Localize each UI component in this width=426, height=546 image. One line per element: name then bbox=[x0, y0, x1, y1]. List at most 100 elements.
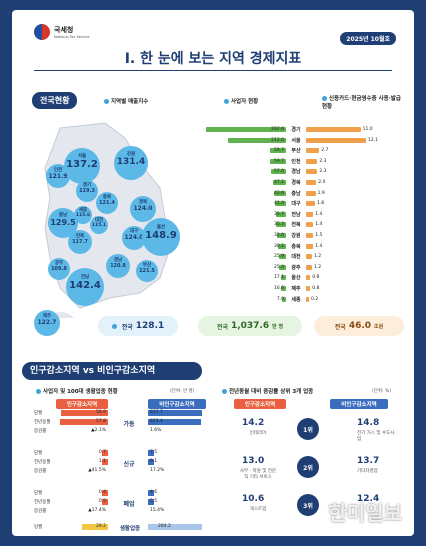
declining-value: 57.8 bbox=[95, 419, 106, 424]
row-key: 전년동월 bbox=[34, 500, 51, 505]
business-value: 47.2 bbox=[273, 180, 284, 185]
card-bar bbox=[306, 243, 314, 249]
business-bar-wrap: 35.7 bbox=[198, 211, 286, 217]
card-bar bbox=[306, 158, 318, 164]
region-name: 경남 bbox=[291, 169, 301, 176]
map-region-incheon: 인천 121.9 bbox=[46, 164, 70, 188]
row-key: 전년동월 bbox=[34, 420, 51, 425]
card-bar-wrap: 1.4 bbox=[306, 243, 396, 249]
comparison-subtitle-1: 사업자 및 100대 생활업종 현황 bbox=[36, 387, 118, 395]
agency-emblem-icon bbox=[34, 24, 50, 40]
non-declining-value: 823.4 bbox=[150, 419, 163, 424]
card-value: 1.5 bbox=[315, 233, 323, 238]
card-bar-wrap: 1.5 bbox=[306, 233, 396, 238]
card-bar bbox=[306, 275, 311, 281]
business-value: 212.6 bbox=[271, 137, 284, 143]
business-bar-wrap: 292.6 bbox=[198, 127, 286, 132]
row-key: 증감률 bbox=[34, 509, 47, 514]
region-row: 32.0 강원 1.5 bbox=[198, 232, 408, 239]
region-name: 대구 bbox=[291, 201, 301, 208]
business-bar bbox=[274, 190, 286, 196]
row-key: 증감률 bbox=[34, 469, 47, 474]
card-bar bbox=[306, 286, 311, 291]
map-region-gwangju: 광주 109.8 bbox=[48, 258, 70, 280]
agency-name: 국세청 bbox=[54, 26, 74, 34]
business-value: 30.2 bbox=[273, 243, 284, 249]
card-bar bbox=[306, 222, 314, 228]
region-name: 대전 bbox=[291, 254, 301, 261]
card-bar-wrap: 0.2 bbox=[306, 296, 396, 302]
national-business-total: 전국 1,037.6 만 명 bbox=[198, 316, 302, 336]
business-value: 35.3 bbox=[273, 222, 284, 228]
map-region-ulsan: 울산 148.9 bbox=[142, 218, 180, 256]
card-bar-wrap: 1.4 bbox=[306, 211, 396, 217]
non-declining-rank-value: 13.7 bbox=[357, 456, 380, 466]
map-region-gangwon: 강원 131.4 bbox=[114, 146, 148, 180]
business-bar bbox=[277, 233, 286, 238]
business-value: 25.9 bbox=[273, 254, 284, 260]
row-key: 당월 bbox=[34, 411, 43, 416]
card-bar-wrap: 2.3 bbox=[306, 169, 396, 175]
declining-value: 0.4 bbox=[98, 490, 106, 495]
map-region-busan: 부산 121.5 bbox=[136, 260, 158, 282]
region-name: 전남 bbox=[291, 211, 301, 218]
non-declining-value: 15.4% bbox=[150, 508, 165, 513]
non-declining-bar bbox=[148, 450, 154, 456]
region-row: 16.6 제주 0.8 bbox=[198, 285, 408, 292]
card-bar-wrap: 2.3 bbox=[306, 158, 396, 164]
business-bar bbox=[273, 180, 286, 185]
non-declining-bar bbox=[148, 499, 154, 505]
card-bar-wrap: 0.8 bbox=[306, 275, 396, 281]
business-value: 59.7 bbox=[273, 148, 284, 154]
page-title: I. 한 눈에 보는 지역 경제지표 bbox=[124, 51, 302, 67]
business-bar bbox=[281, 275, 286, 281]
card-bar bbox=[306, 211, 314, 217]
card-value: 12.1 bbox=[368, 137, 379, 143]
business-bar-wrap: 42.6 bbox=[198, 190, 286, 196]
business-value: 59.7 bbox=[273, 158, 284, 164]
business-bar-wrap: 17.1 bbox=[198, 275, 286, 281]
card-bar bbox=[306, 190, 316, 196]
region-row: 35.7 전남 1.4 bbox=[198, 211, 408, 218]
row-key: 전년동월 bbox=[34, 460, 51, 465]
declining-top-header: 인구감소지역 bbox=[234, 399, 286, 409]
agency-logo: 국세청 National Tax Service bbox=[34, 24, 90, 40]
row-key: 증감률 bbox=[34, 429, 47, 434]
business-bar bbox=[281, 286, 286, 291]
rank-badge: 2위 bbox=[297, 456, 319, 478]
korea-sales-map: 서울 137.2 인천 121.9 경기 119.3 강원 131.4 충북 121.4 … bbox=[30, 118, 180, 318]
business-bar-wrap: 59.7 bbox=[198, 148, 286, 154]
card-bar-wrap: 2.7 bbox=[306, 148, 396, 154]
non-declining-rank-value: 12.4 bbox=[357, 494, 380, 504]
map-region-jeonnam: 전남 142.4 bbox=[66, 268, 104, 306]
declining-bar bbox=[82, 524, 108, 530]
non-declining-value: 837.7 bbox=[150, 410, 163, 415]
non-declining-bar bbox=[148, 490, 154, 496]
non-declining-bar bbox=[148, 419, 201, 425]
card-bar-wrap: 1.2 bbox=[306, 254, 396, 260]
row-key: 당월 bbox=[34, 525, 43, 530]
map-region-chungbuk: 충북 121.4 bbox=[96, 192, 118, 214]
business-value: 35.7 bbox=[273, 211, 284, 217]
business-value: 42.6 bbox=[273, 190, 284, 196]
business-value: 292.6 bbox=[271, 127, 284, 132]
business-value: 41.3 bbox=[273, 201, 284, 207]
row-key: 당월 bbox=[34, 451, 43, 456]
non-declining-value: 9.1 bbox=[150, 459, 158, 464]
region-row: 35.3 전북 1.4 bbox=[198, 221, 408, 228]
business-value: 57.0 bbox=[273, 169, 284, 175]
map-region-gyeongnam: 경남 120.8 bbox=[106, 254, 130, 278]
sales-total-dot-icon bbox=[111, 323, 117, 329]
business-bar bbox=[278, 243, 286, 249]
business-bar bbox=[270, 169, 286, 175]
card-value: 1.4 bbox=[315, 243, 323, 249]
card-value: 1.9 bbox=[317, 190, 325, 196]
region-row: 17.1 울산 0.8 bbox=[198, 274, 408, 281]
region-name: 전북 bbox=[291, 222, 301, 229]
declining-bar bbox=[59, 419, 108, 425]
region-name: 서울 bbox=[291, 137, 301, 144]
business-bar bbox=[270, 148, 286, 154]
region-row: 59.7 부산 2.7 bbox=[198, 147, 408, 154]
region-name: 경기 bbox=[291, 127, 301, 133]
card-bar-wrap: 2.0 bbox=[306, 180, 396, 185]
